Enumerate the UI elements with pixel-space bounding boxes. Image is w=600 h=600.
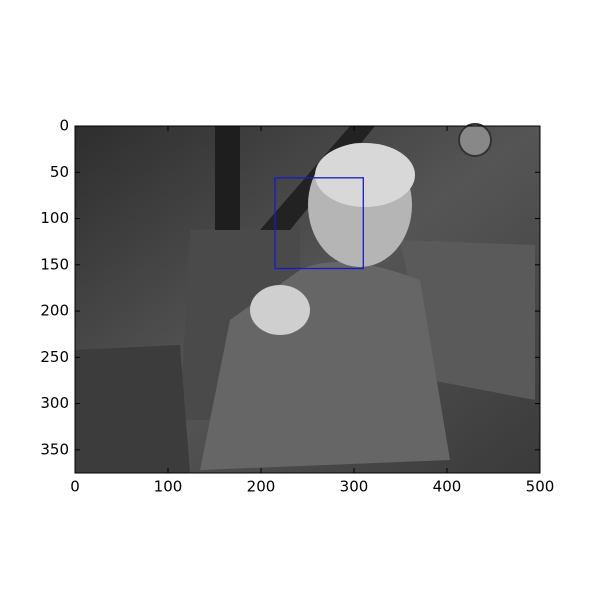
axes-frame	[74, 125, 541, 474]
y-tick-label: 350	[40, 440, 69, 458]
y-tick-label: 300	[40, 394, 69, 412]
x-tick-label: 400	[433, 478, 462, 496]
x-tick-label: 100	[154, 478, 183, 496]
y-tick-label: 100	[40, 209, 69, 227]
x-tick-label: 500	[526, 478, 555, 496]
x-tick-label: 0	[70, 478, 80, 496]
x-tick-label: 300	[340, 478, 369, 496]
bounding-box	[274, 177, 364, 270]
y-tick-label: 200	[40, 302, 69, 320]
x-tick-label: 200	[247, 478, 276, 496]
y-tick-label: 150	[40, 255, 69, 273]
y-tick-label: 50	[50, 163, 69, 181]
y-tick-label: 0	[59, 117, 69, 135]
axes	[74, 125, 541, 474]
photo	[75, 123, 540, 473]
y-tick-label: 250	[40, 348, 69, 366]
